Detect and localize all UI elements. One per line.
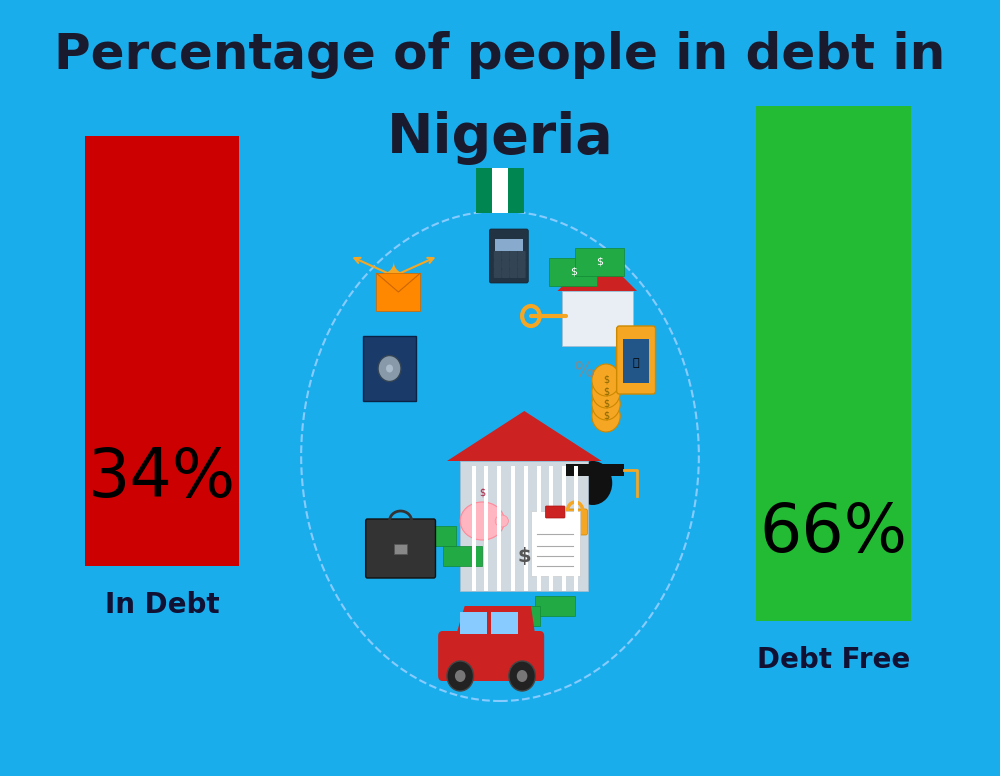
FancyBboxPatch shape bbox=[494, 251, 502, 260]
Text: 🏛: 🏛 bbox=[633, 358, 639, 368]
FancyBboxPatch shape bbox=[518, 269, 526, 278]
FancyBboxPatch shape bbox=[494, 269, 502, 278]
Circle shape bbox=[592, 388, 620, 420]
Text: Nigeria: Nigeria bbox=[387, 111, 613, 165]
FancyBboxPatch shape bbox=[510, 251, 518, 260]
Circle shape bbox=[386, 365, 393, 372]
FancyBboxPatch shape bbox=[502, 269, 510, 278]
FancyBboxPatch shape bbox=[508, 168, 524, 213]
FancyBboxPatch shape bbox=[460, 612, 487, 634]
FancyBboxPatch shape bbox=[562, 291, 633, 346]
FancyBboxPatch shape bbox=[549, 466, 553, 591]
FancyBboxPatch shape bbox=[416, 526, 456, 546]
Text: $: $ bbox=[603, 375, 609, 385]
FancyBboxPatch shape bbox=[443, 546, 482, 566]
Circle shape bbox=[378, 355, 401, 382]
Text: $: $ bbox=[517, 547, 531, 566]
Text: 34%: 34% bbox=[88, 445, 236, 511]
FancyBboxPatch shape bbox=[617, 326, 656, 394]
Circle shape bbox=[455, 670, 466, 682]
Text: Percentage of people in debt in: Percentage of people in debt in bbox=[54, 31, 946, 79]
FancyBboxPatch shape bbox=[460, 461, 588, 591]
FancyBboxPatch shape bbox=[574, 466, 578, 591]
Polygon shape bbox=[557, 251, 637, 291]
FancyBboxPatch shape bbox=[366, 519, 435, 578]
FancyBboxPatch shape bbox=[563, 509, 587, 535]
FancyBboxPatch shape bbox=[623, 339, 649, 383]
FancyBboxPatch shape bbox=[472, 466, 476, 591]
Circle shape bbox=[517, 670, 527, 682]
Text: Debt Free: Debt Free bbox=[757, 646, 910, 674]
Circle shape bbox=[592, 364, 620, 396]
Text: In Debt: In Debt bbox=[105, 591, 219, 619]
Polygon shape bbox=[456, 606, 535, 636]
FancyBboxPatch shape bbox=[484, 466, 488, 591]
FancyBboxPatch shape bbox=[495, 239, 523, 251]
Text: $: $ bbox=[603, 399, 609, 409]
Text: $: $ bbox=[603, 387, 609, 397]
Text: ✦: ✦ bbox=[381, 262, 407, 290]
FancyBboxPatch shape bbox=[756, 106, 911, 621]
FancyBboxPatch shape bbox=[535, 596, 575, 616]
FancyBboxPatch shape bbox=[500, 606, 540, 626]
FancyBboxPatch shape bbox=[497, 466, 501, 591]
FancyBboxPatch shape bbox=[494, 260, 502, 269]
FancyBboxPatch shape bbox=[502, 251, 510, 260]
Circle shape bbox=[573, 461, 612, 505]
Ellipse shape bbox=[495, 515, 508, 527]
FancyBboxPatch shape bbox=[394, 543, 407, 553]
FancyBboxPatch shape bbox=[376, 273, 420, 311]
Ellipse shape bbox=[460, 502, 504, 540]
FancyBboxPatch shape bbox=[489, 229, 528, 283]
FancyBboxPatch shape bbox=[476, 168, 492, 213]
FancyBboxPatch shape bbox=[575, 248, 624, 276]
FancyBboxPatch shape bbox=[537, 466, 541, 591]
FancyBboxPatch shape bbox=[438, 631, 544, 681]
Text: $: $ bbox=[596, 257, 603, 267]
FancyBboxPatch shape bbox=[510, 260, 518, 269]
Circle shape bbox=[447, 661, 473, 691]
FancyBboxPatch shape bbox=[531, 511, 580, 576]
Text: 66%: 66% bbox=[760, 500, 908, 566]
FancyBboxPatch shape bbox=[473, 556, 513, 576]
Circle shape bbox=[592, 376, 620, 408]
FancyBboxPatch shape bbox=[363, 336, 416, 401]
FancyBboxPatch shape bbox=[611, 256, 620, 276]
Text: $: $ bbox=[479, 488, 485, 498]
FancyBboxPatch shape bbox=[85, 136, 239, 566]
FancyBboxPatch shape bbox=[524, 466, 528, 591]
FancyBboxPatch shape bbox=[492, 168, 508, 213]
FancyBboxPatch shape bbox=[510, 269, 518, 278]
Polygon shape bbox=[447, 411, 602, 461]
FancyBboxPatch shape bbox=[562, 466, 566, 591]
Circle shape bbox=[592, 400, 620, 432]
FancyBboxPatch shape bbox=[518, 260, 526, 269]
FancyBboxPatch shape bbox=[546, 506, 565, 518]
FancyBboxPatch shape bbox=[518, 251, 526, 260]
FancyBboxPatch shape bbox=[566, 464, 624, 476]
FancyBboxPatch shape bbox=[549, 258, 597, 286]
Text: %: % bbox=[573, 361, 595, 381]
FancyBboxPatch shape bbox=[502, 260, 510, 269]
Text: $: $ bbox=[570, 267, 577, 277]
FancyBboxPatch shape bbox=[511, 466, 515, 591]
FancyBboxPatch shape bbox=[491, 612, 518, 634]
Circle shape bbox=[509, 661, 535, 691]
Text: $: $ bbox=[603, 411, 609, 421]
